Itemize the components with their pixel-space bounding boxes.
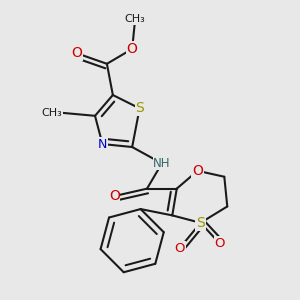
Text: S: S [196,216,205,230]
Text: O: O [109,189,120,203]
Text: CH₃: CH₃ [42,108,62,118]
Text: N: N [98,138,107,151]
Text: O: O [127,42,138,56]
Text: O: O [192,164,203,178]
Text: NH: NH [153,157,171,170]
Text: S: S [135,101,144,116]
Text: CH₃: CH₃ [125,14,146,24]
Text: O: O [214,237,225,250]
Text: O: O [72,46,83,60]
Text: O: O [175,242,185,255]
